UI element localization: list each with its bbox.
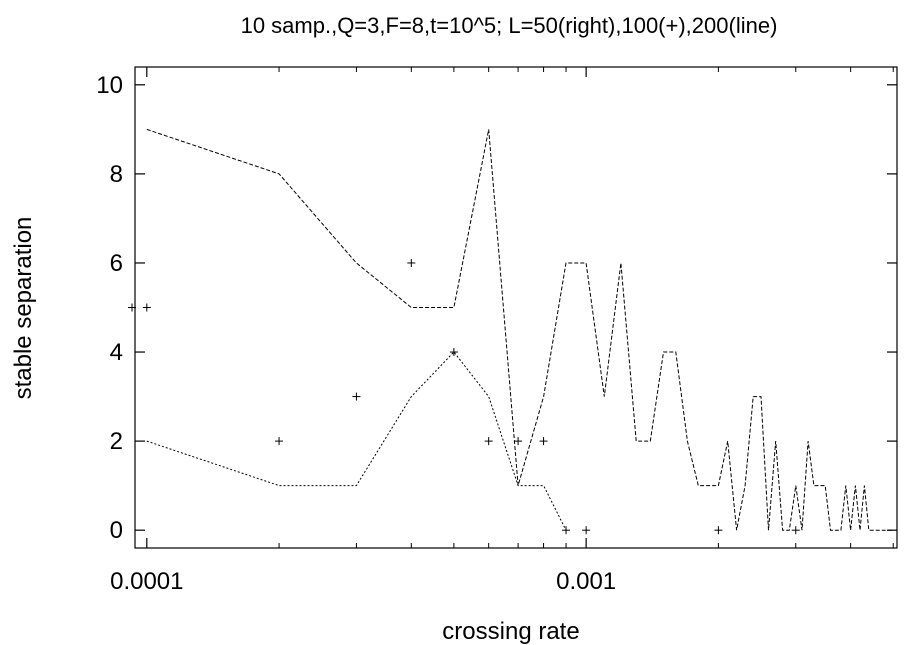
x-tick-label: 0.001: [556, 568, 616, 595]
plus-marker: [514, 437, 523, 446]
plus-marker: [449, 348, 458, 357]
plus-marker: [407, 258, 416, 267]
plus-marker: [562, 526, 571, 535]
y-axis-label: stable separation: [10, 217, 37, 400]
marker-layer: [128, 258, 800, 535]
chart-title: 10 samp.,Q=3,F=8,t=10^5; L=50(right),100…: [241, 13, 778, 38]
plus-marker: [539, 437, 548, 446]
axis-ticks: [135, 67, 897, 548]
plus-marker: [275, 437, 284, 446]
y-tick-label: 8: [110, 161, 123, 188]
offscale-marker: [128, 303, 136, 312]
y-tick-label: 0: [110, 517, 123, 544]
plus-marker: [352, 392, 361, 401]
plus-marker: [582, 526, 591, 535]
plus-marker: [714, 526, 723, 535]
plus-marker: [791, 526, 800, 535]
y-tick-label: 6: [110, 250, 123, 277]
series-layer: [146, 128, 894, 531]
y-tick-label: 2: [110, 428, 123, 455]
plus-marker: [142, 303, 151, 312]
x-axis-label: crossing rate: [442, 618, 579, 645]
plus-marker: [484, 437, 493, 446]
y-tick-label: 4: [110, 339, 123, 366]
series-line-3: [146, 351, 567, 531]
y-tick-label: 10: [96, 72, 123, 99]
series-line-2: [146, 128, 894, 531]
x-tick-label: 0.0001: [110, 568, 183, 595]
axis-tick-labels: 0 2 4 6 8 10 0.0001 0.001: [96, 72, 616, 595]
